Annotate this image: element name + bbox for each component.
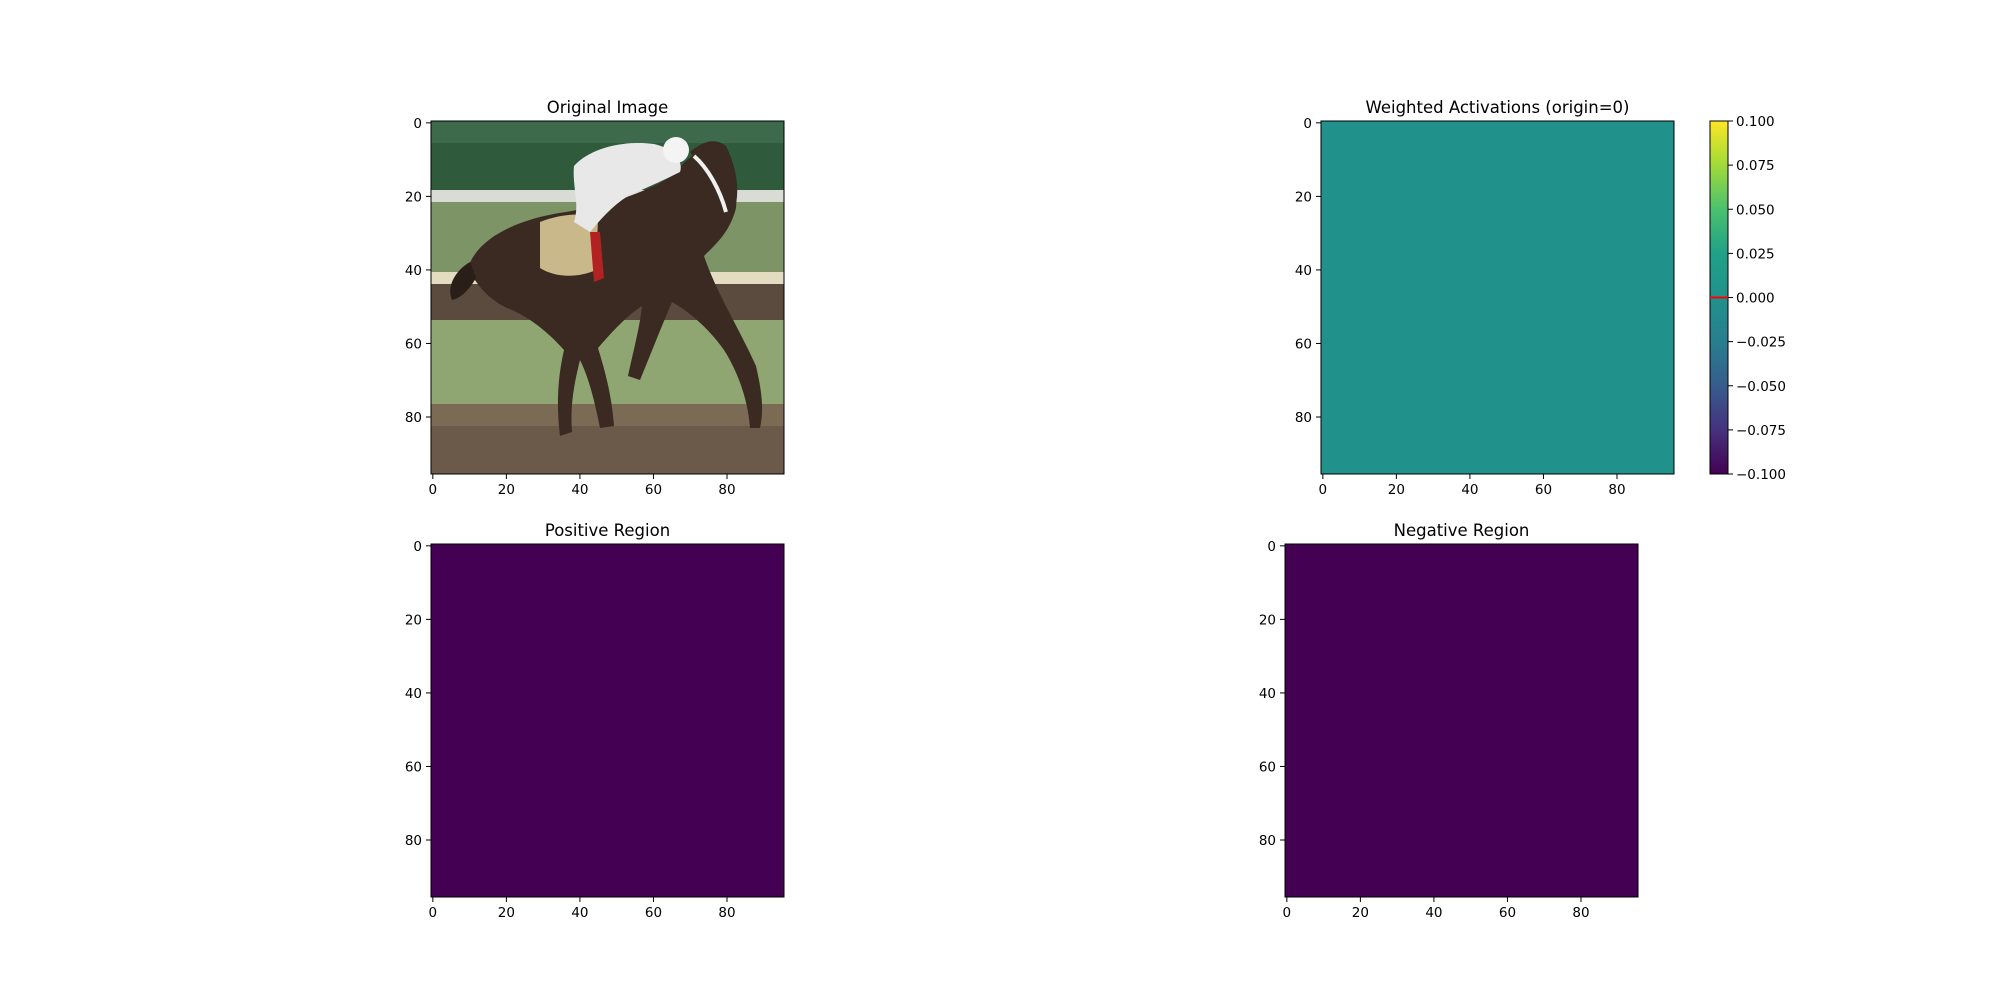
y-axis-original: 0 20 40 60 80 — [405, 116, 431, 426]
y-tick-label: 80 — [1295, 410, 1312, 426]
y-tick-label: 40 — [1295, 263, 1312, 279]
x-axis-weighted: 0 20 40 60 80 — [1319, 474, 1626, 498]
colorbar-tick-label: 0.075 — [1736, 158, 1775, 174]
panel-title-negative: Negative Region — [1394, 521, 1530, 540]
x-tick-label: 0 — [429, 482, 438, 498]
x-tick-label: 20 — [1352, 905, 1369, 921]
y-tick-label: 20 — [405, 189, 422, 205]
photo-bridle — [692, 154, 728, 213]
colorbar-tick-label: −0.025 — [1736, 335, 1786, 351]
x-tick-label: 40 — [1461, 482, 1478, 498]
photo-dirt — [431, 426, 784, 474]
colorbar-tick-label: 0.000 — [1736, 291, 1775, 307]
panel-title-positive: Positive Region — [545, 521, 670, 540]
photo-stands — [431, 121, 784, 143]
colorbar-tick-label: −0.075 — [1736, 423, 1786, 439]
photo-saddle-cloth — [540, 214, 598, 276]
x-axis-original: 0 20 40 60 80 — [429, 474, 736, 498]
y-tick-label: 20 — [1295, 189, 1312, 205]
x-axis-positive: 0 20 40 60 80 — [429, 897, 736, 921]
x-tick-label: 40 — [571, 482, 588, 498]
axes-frame-positive — [430, 543, 785, 898]
photo-jockey-leg — [590, 232, 604, 282]
y-tick-label: 80 — [405, 833, 422, 849]
panel-negative-region: Negative Region 0 20 40 60 80 0 20 40 60 80 — [1259, 521, 1639, 921]
y-tick-label: 60 — [405, 759, 422, 775]
y-tick-label: 0 — [1267, 539, 1276, 555]
y-axis-negative: 0 20 40 60 80 — [1259, 539, 1285, 849]
colorbar-tick-label: 0.100 — [1736, 114, 1775, 130]
x-tick-label: 80 — [718, 905, 735, 921]
x-tick-label: 60 — [1499, 905, 1516, 921]
photo-horse-tail — [450, 262, 476, 300]
x-tick-label: 0 — [1319, 482, 1328, 498]
axes-frame-weighted — [1320, 120, 1675, 475]
y-tick-label: 60 — [1295, 336, 1312, 352]
colorbar-ticks: 0.100 0.075 0.050 0.025 0.000 −0.025 −0.050 −0.… — [1728, 114, 1786, 483]
x-tick-label: 60 — [645, 482, 662, 498]
colorbar-tick-label: 0.050 — [1736, 202, 1775, 218]
y-tick-label: 60 — [1259, 759, 1276, 775]
colorbar: 0.100 0.075 0.050 0.025 0.000 −0.025 −0.050 −0.… — [1709, 114, 1786, 483]
y-tick-label: 40 — [405, 686, 422, 702]
panel-weighted-activations: Weighted Activations (origin=0) 0 20 40 60 8… — [1295, 98, 1786, 498]
photo-jockey-helmet — [663, 137, 689, 163]
heatmap-negative — [1285, 544, 1638, 897]
y-tick-label: 80 — [1259, 833, 1276, 849]
original-photo — [431, 121, 784, 474]
y-tick-label: 40 — [405, 263, 422, 279]
photo-horse-body — [468, 149, 763, 436]
axes-frame-negative — [1284, 543, 1639, 898]
x-tick-label: 20 — [1388, 482, 1405, 498]
x-tick-label: 60 — [645, 905, 662, 921]
colorbar-tick-label: −0.050 — [1736, 379, 1786, 395]
x-tick-label: 20 — [498, 905, 515, 921]
x-tick-label: 40 — [1425, 905, 1442, 921]
heatmap-positive — [431, 544, 784, 897]
x-tick-label: 80 — [1608, 482, 1625, 498]
y-tick-label: 40 — [1259, 686, 1276, 702]
x-tick-label: 60 — [1535, 482, 1552, 498]
y-tick-label: 0 — [413, 539, 422, 555]
x-tick-label: 80 — [718, 482, 735, 498]
panel-title-weighted: Weighted Activations (origin=0) — [1366, 98, 1630, 117]
y-tick-label: 0 — [413, 116, 422, 132]
panel-positive-region: Positive Region 0 20 40 60 80 0 20 40 60 80 — [405, 521, 785, 921]
colorbar-tick-label: −0.100 — [1736, 467, 1786, 483]
x-tick-label: 40 — [571, 905, 588, 921]
x-axis-negative: 0 20 40 60 80 — [1283, 897, 1590, 921]
y-tick-label: 20 — [1259, 612, 1276, 628]
x-tick-label: 80 — [1572, 905, 1589, 921]
colorbar-tick-label: 0.025 — [1736, 246, 1775, 262]
y-tick-label: 0 — [1303, 116, 1312, 132]
heatmap-weighted — [1321, 121, 1674, 474]
panel-original-image: Original Image 0 20 40 60 80 0 20 40 60 80 — [405, 98, 785, 498]
y-axis-weighted: 0 20 40 60 80 — [1295, 116, 1321, 426]
photo-jockey-body — [573, 142, 681, 232]
x-tick-label: 0 — [429, 905, 438, 921]
y-tick-label: 20 — [405, 612, 422, 628]
axes-frame-original — [430, 120, 785, 475]
y-axis-positive: 0 20 40 60 80 — [405, 539, 431, 849]
y-tick-label: 60 — [405, 336, 422, 352]
y-tick-label: 80 — [405, 410, 422, 426]
x-tick-label: 20 — [498, 482, 515, 498]
panel-title-original: Original Image — [547, 98, 669, 117]
x-tick-label: 0 — [1283, 905, 1292, 921]
